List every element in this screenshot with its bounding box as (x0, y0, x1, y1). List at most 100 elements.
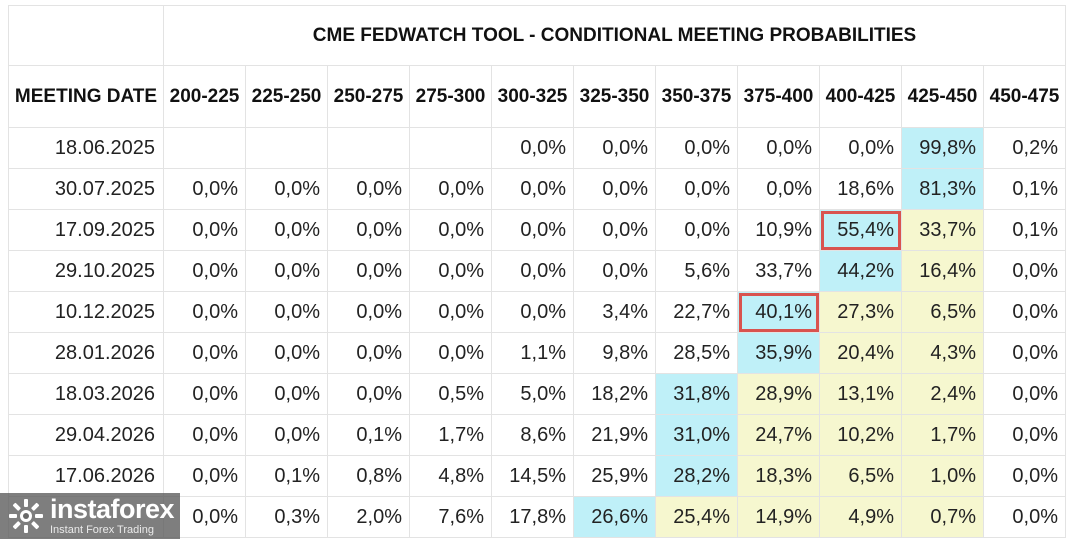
probability-cell: 16,4% (901, 250, 984, 292)
watermark-tagline: Instant Forex Trading (50, 524, 154, 536)
meeting-date-cell: 29.10.2025 (8, 250, 164, 292)
meeting-date-cell: 29.04.2026 (8, 414, 164, 456)
probability-cell: 0,0% (163, 250, 246, 292)
probability-cell: 0,0% (491, 291, 574, 333)
probability-cell: 31,0% (655, 414, 738, 456)
probability-cell: 0,0% (819, 127, 902, 169)
probability-cell: 0,0% (983, 414, 1066, 456)
probability-cell: 0,0% (327, 373, 410, 415)
probability-cell: 1,0% (901, 455, 984, 497)
probability-cell: 0,3% (245, 496, 328, 538)
probability-cell: 0,8% (327, 455, 410, 497)
table-row: 29.04.2026 0,0% 0,0% 0,1% 1,7% 8,6% 21,9% 31,0%… (8, 414, 1066, 456)
probability-cell: 24,7% (737, 414, 820, 456)
table-row: 28.01.2026 0,0% 0,0% 0,0% 0,0% 1,1% 9,8% 28,5% 3… (8, 332, 1066, 374)
probability-cell: 0,0% (573, 168, 656, 210)
range-header: 450-475 (983, 65, 1066, 128)
meeting-date-cell: 17.06.2026 (8, 455, 164, 497)
probability-cell: 0,0% (491, 127, 574, 169)
probability-cell: 0,0% (327, 291, 410, 333)
probability-cell (327, 127, 410, 169)
probability-cell (409, 127, 492, 169)
probability-cell: 0,0% (983, 332, 1066, 374)
probability-cell: 0,0% (245, 291, 328, 333)
probability-cell: 0,0% (983, 496, 1066, 538)
probability-cell: 33,7% (901, 209, 984, 251)
table-body: 18.06.2025 0,0% 0,0% 0,0% 0,0% 0,0% 99,8% 0,2% 3… (8, 127, 1066, 538)
probability-cell: 0,0% (655, 168, 738, 210)
probability-cell: 0,0% (573, 250, 656, 292)
probability-cell: 0,0% (655, 209, 738, 251)
probability-cell: 0,0% (327, 332, 410, 374)
table-row: 30.07.2025 0,0% 0,0% 0,0% 0,0% 0,0% 0,0% 0,0% 0,… (8, 168, 1066, 210)
probability-cell: 0,0% (655, 127, 738, 169)
probability-cell: 0,0% (491, 209, 574, 251)
meeting-date-cell: 10.12.2025 (8, 291, 164, 333)
probability-cell: 0,0% (245, 209, 328, 251)
table-row: 10.12.2025 0,0% 0,0% 0,0% 0,0% 0,0% 3,4% 22,7% 4… (8, 291, 1066, 333)
meeting-date-cell: 30.07.2025 (8, 168, 164, 210)
probability-cell: 20,4% (819, 332, 902, 374)
table-title: CME FEDWATCH TOOL - CONDITIONAL MEETING … (163, 5, 1066, 66)
probability-cell: 6,5% (819, 455, 902, 497)
probability-cell: 0,7% (901, 496, 984, 538)
probability-cell: 0,1% (983, 209, 1066, 251)
probability-cell: 25,9% (573, 455, 656, 497)
probability-cell: 0,0% (573, 127, 656, 169)
probability-cell: 44,2% (819, 250, 902, 292)
probability-cell: 33,7% (737, 250, 820, 292)
probability-cell: 0,0% (245, 168, 328, 210)
probability-cell: 0,0% (737, 168, 820, 210)
probability-cell: 0,1% (327, 414, 410, 456)
probability-cell: 26,6% (573, 496, 656, 538)
probability-cell: 3,4% (573, 291, 656, 333)
table-row: 17.06.2026 0,0% 0,1% 0,8% 4,8% 14,5% 25,9% 28,2… (8, 455, 1066, 497)
probability-cell: 0,0% (737, 127, 820, 169)
meeting-date-cell: 18.06.2025 (8, 127, 164, 169)
probability-cell: 21,9% (573, 414, 656, 456)
probability-cell: 28,2% (655, 455, 738, 497)
probability-cell: 8,6% (491, 414, 574, 456)
probability-cell: 0,0% (245, 373, 328, 415)
probability-cell: 2,4% (901, 373, 984, 415)
probability-cell: 27,3% (819, 291, 902, 333)
probability-cell: 0,0% (409, 332, 492, 374)
probability-cell: 28,5% (655, 332, 738, 374)
probability-cell: 6,5% (901, 291, 984, 333)
probability-cell: 0,0% (245, 332, 328, 374)
probability-cell: 0,0% (245, 414, 328, 456)
range-header: 200-225 (163, 65, 246, 128)
probability-cell: 28,9% (737, 373, 820, 415)
probability-cell: 2,0% (327, 496, 410, 538)
probability-cell: 5,0% (491, 373, 574, 415)
probability-cell: 1,1% (491, 332, 574, 374)
probability-cell: 0,0% (327, 209, 410, 251)
probability-cell: 35,9% (737, 332, 820, 374)
probability-cell: 18,6% (819, 168, 902, 210)
probability-cell: 25,4% (655, 496, 738, 538)
probability-cell: 4,8% (409, 455, 492, 497)
probability-cell: 31,8% (655, 373, 738, 415)
range-header: 225-250 (245, 65, 328, 128)
probability-cell: 10,2% (819, 414, 902, 456)
probability-cell: 0,0% (245, 250, 328, 292)
probability-cell: 0,0% (409, 168, 492, 210)
probability-cell: 1,7% (901, 414, 984, 456)
range-header: 275-300 (409, 65, 492, 128)
probability-cell: 9,8% (573, 332, 656, 374)
range-header: 400-425 (819, 65, 902, 128)
meeting-date-cell: 18.03.2026 (8, 373, 164, 415)
probability-cell: 0,0% (163, 455, 246, 497)
probability-cell: 0,0% (983, 373, 1066, 415)
probability-cell: 0,5% (409, 373, 492, 415)
fedwatch-table: CME FEDWATCH TOOL - CONDITIONAL MEETING … (8, 5, 1066, 538)
probability-cell: 1,7% (409, 414, 492, 456)
probability-cell: 81,3% (901, 168, 984, 210)
range-header: 250-275 (327, 65, 410, 128)
probability-cell: 5,6% (655, 250, 738, 292)
probability-cell: 0,0% (983, 291, 1066, 333)
probability-cell: 0,0% (491, 250, 574, 292)
probability-cell: 17,8% (491, 496, 574, 538)
probability-cell: 18,2% (573, 373, 656, 415)
probability-cell: 0,0% (327, 168, 410, 210)
